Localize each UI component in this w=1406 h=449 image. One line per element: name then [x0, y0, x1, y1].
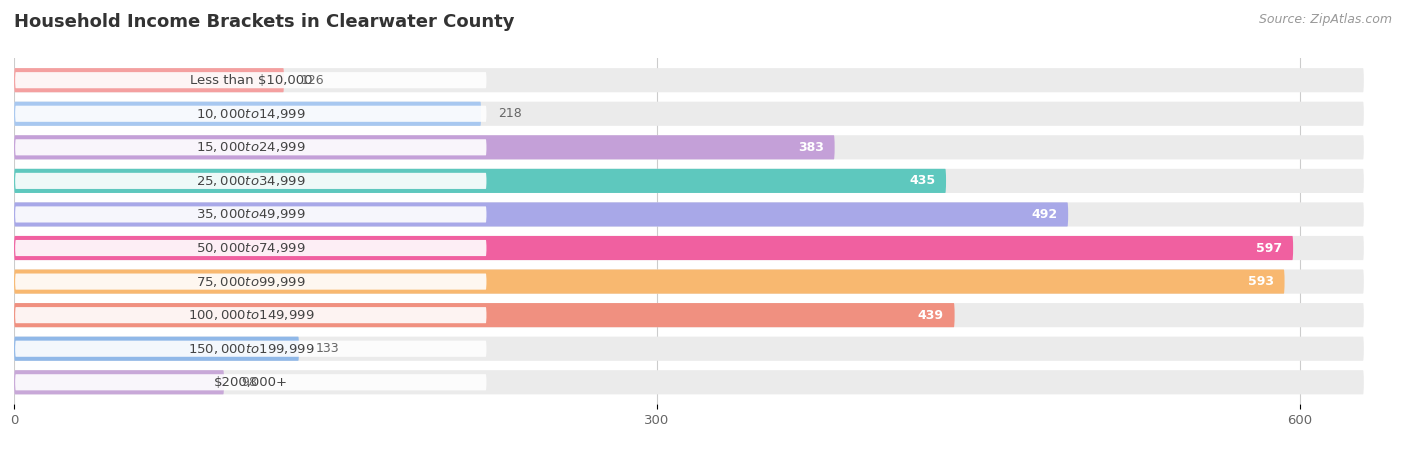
FancyBboxPatch shape [14, 135, 835, 159]
FancyBboxPatch shape [14, 135, 1364, 159]
FancyBboxPatch shape [14, 337, 299, 361]
FancyBboxPatch shape [14, 101, 1364, 126]
FancyBboxPatch shape [14, 202, 1069, 227]
FancyBboxPatch shape [15, 240, 486, 256]
FancyBboxPatch shape [15, 173, 486, 189]
Text: 133: 133 [316, 342, 340, 355]
FancyBboxPatch shape [15, 106, 486, 122]
FancyBboxPatch shape [14, 169, 1364, 193]
Text: 597: 597 [1257, 242, 1282, 255]
FancyBboxPatch shape [15, 307, 486, 323]
FancyBboxPatch shape [14, 303, 955, 327]
Text: 439: 439 [918, 308, 943, 321]
Text: 98: 98 [242, 376, 257, 389]
FancyBboxPatch shape [14, 303, 1364, 327]
FancyBboxPatch shape [15, 139, 486, 155]
Text: $200,000+: $200,000+ [214, 376, 288, 389]
Text: $150,000 to $199,999: $150,000 to $199,999 [187, 342, 314, 356]
FancyBboxPatch shape [14, 236, 1364, 260]
FancyBboxPatch shape [14, 68, 1364, 92]
Text: 218: 218 [498, 107, 522, 120]
Text: $75,000 to $99,999: $75,000 to $99,999 [195, 275, 305, 289]
FancyBboxPatch shape [14, 169, 946, 193]
Text: $100,000 to $149,999: $100,000 to $149,999 [187, 308, 314, 322]
FancyBboxPatch shape [14, 337, 1364, 361]
FancyBboxPatch shape [14, 269, 1285, 294]
FancyBboxPatch shape [14, 68, 284, 92]
FancyBboxPatch shape [15, 72, 486, 88]
Text: Source: ZipAtlas.com: Source: ZipAtlas.com [1258, 13, 1392, 26]
Text: Less than $10,000: Less than $10,000 [190, 74, 312, 87]
FancyBboxPatch shape [14, 269, 1364, 294]
Text: $35,000 to $49,999: $35,000 to $49,999 [195, 207, 305, 221]
Text: $50,000 to $74,999: $50,000 to $74,999 [195, 241, 305, 255]
FancyBboxPatch shape [14, 202, 1364, 227]
FancyBboxPatch shape [15, 374, 486, 390]
FancyBboxPatch shape [15, 207, 486, 223]
Text: $15,000 to $24,999: $15,000 to $24,999 [195, 141, 305, 154]
FancyBboxPatch shape [14, 370, 224, 394]
FancyBboxPatch shape [14, 236, 1294, 260]
Text: 126: 126 [301, 74, 325, 87]
FancyBboxPatch shape [14, 370, 1364, 394]
FancyBboxPatch shape [15, 273, 486, 290]
Text: Household Income Brackets in Clearwater County: Household Income Brackets in Clearwater … [14, 13, 515, 31]
FancyBboxPatch shape [15, 341, 486, 357]
Text: $10,000 to $14,999: $10,000 to $14,999 [195, 107, 305, 121]
Text: $25,000 to $34,999: $25,000 to $34,999 [195, 174, 305, 188]
Text: 492: 492 [1032, 208, 1057, 221]
FancyBboxPatch shape [14, 101, 481, 126]
Text: 383: 383 [799, 141, 824, 154]
Text: 435: 435 [910, 174, 935, 187]
Text: 593: 593 [1249, 275, 1274, 288]
